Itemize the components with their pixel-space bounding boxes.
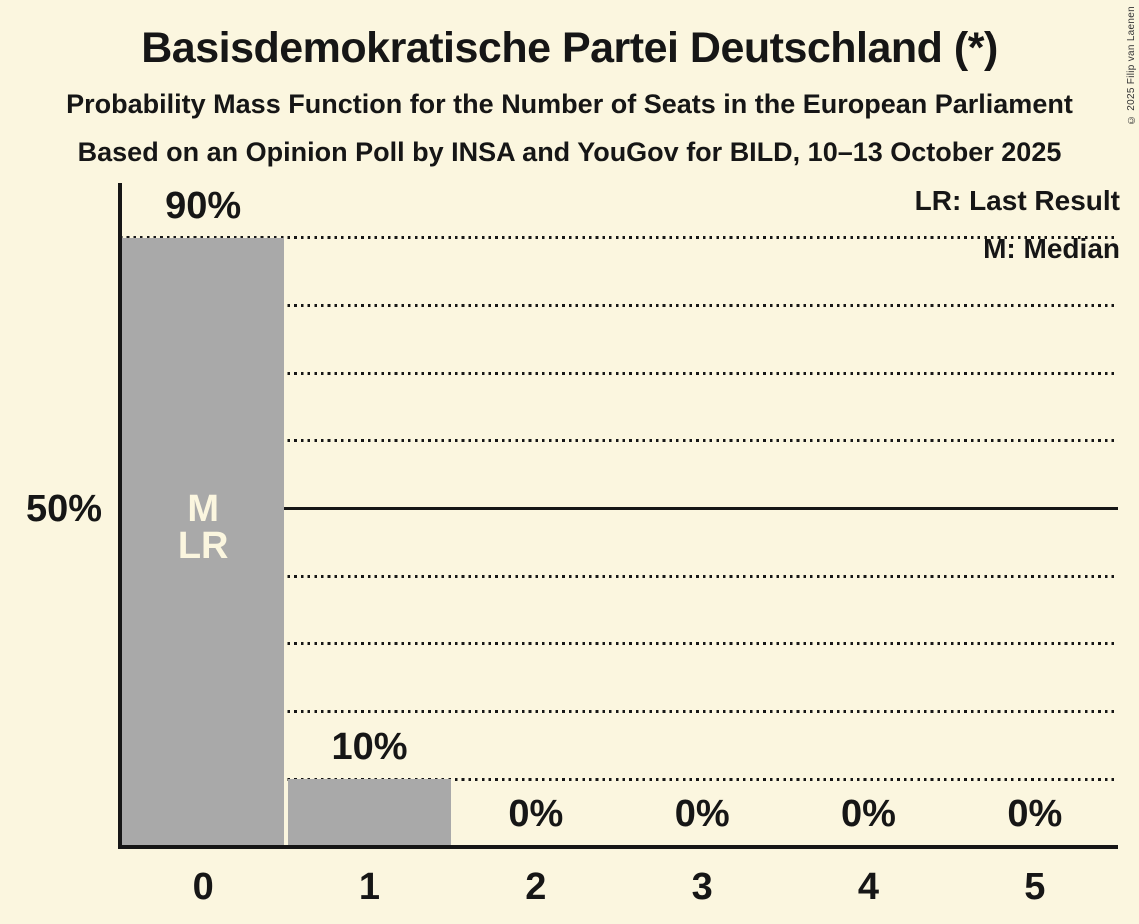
gridline-40pct bbox=[120, 574, 1118, 578]
chart-subtitle-poll: Based on an Opinion Poll by INSA and You… bbox=[77, 137, 1062, 167]
bar-value-label-seat-5: 0% bbox=[1007, 793, 1063, 835]
chart-subtitle-pmf: Probability Mass Function for the Number… bbox=[66, 89, 1073, 119]
bar-value-label-seat-0: 90% bbox=[165, 184, 242, 227]
chart-title: Basisdemokratische Partei Deutschland (*… bbox=[141, 24, 998, 72]
gridline-70pct bbox=[120, 371, 1118, 375]
x-tick-label-1: 1 bbox=[358, 866, 381, 908]
x-tick-label-3: 3 bbox=[691, 866, 713, 908]
last-result-marker: LR bbox=[177, 524, 229, 567]
y-axis-tick-label: 50% bbox=[25, 487, 102, 530]
x-tick-label-2: 2 bbox=[525, 866, 547, 908]
gridline-90pct bbox=[120, 236, 1118, 240]
bar-seat-0 bbox=[122, 237, 285, 847]
y-axis-line bbox=[118, 183, 122, 849]
bar-value-label-seat-3: 0% bbox=[674, 793, 730, 835]
gridline-20pct bbox=[120, 710, 1118, 714]
bar-seat-1 bbox=[288, 779, 451, 847]
majority-line bbox=[120, 507, 1118, 510]
legend-last-result-label: LR: Last Result bbox=[914, 185, 1120, 216]
gridline-80pct bbox=[120, 303, 1118, 307]
bar-value-label-seat-2: 0% bbox=[508, 793, 564, 835]
gridline-60pct bbox=[120, 439, 1118, 443]
bar-value-label-seat-4: 0% bbox=[841, 793, 896, 835]
gridline-10pct bbox=[120, 777, 1118, 781]
x-tick-label-4: 4 bbox=[857, 866, 880, 908]
bar-value-label-seat-1: 10% bbox=[331, 726, 408, 769]
median-marker: M bbox=[187, 487, 219, 530]
legend-median-label: M: Median bbox=[983, 233, 1120, 264]
x-tick-label-0: 0 bbox=[192, 866, 214, 908]
x-tick-label-5: 5 bbox=[1024, 866, 1046, 908]
x-axis-line bbox=[118, 845, 1118, 849]
gridline-30pct bbox=[120, 642, 1118, 646]
